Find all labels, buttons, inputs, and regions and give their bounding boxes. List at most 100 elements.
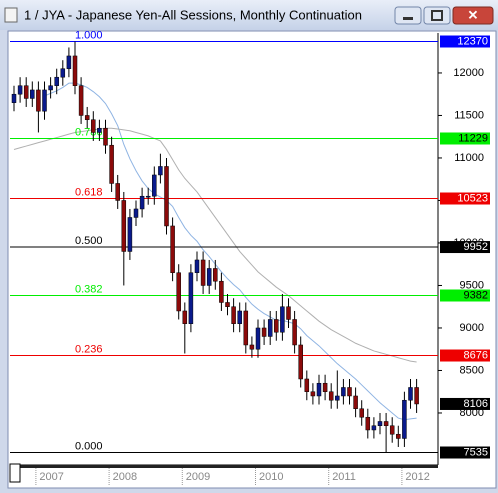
fib-price-box [440,349,490,362]
maximize-button[interactable] [423,6,451,25]
candle-body [176,272,181,312]
candle-body [396,433,401,439]
corner-box[interactable] [9,463,21,483]
fib-price-box [440,241,490,254]
fib-ratio-label: 0.000 [75,440,103,452]
candle-body [54,76,59,86]
y-tick-label: 11500 [454,109,484,121]
candle-body [280,306,285,333]
candle-body [17,85,23,95]
maximize-icon [431,10,443,21]
candle-body [341,387,346,397]
fib-price-label: 10523 [457,192,488,204]
candle-body [261,327,267,337]
x-tick-label: 2010 [259,471,283,483]
candle-body [84,115,90,120]
candle-body [243,310,249,346]
candle-body [304,378,310,392]
fib-price-box [440,192,490,205]
y-tick-label: 9000 [460,322,484,334]
candle-body [188,272,194,324]
candle-body [371,425,377,431]
fib-price-label: 12370 [457,35,488,47]
candle-body [97,127,102,133]
fib-ratio-label: 0.500 [75,235,103,247]
candle-body [237,310,242,324]
fib-price-label: 9382 [464,289,488,301]
candle-body [182,310,188,324]
candle-body [23,85,29,99]
candle-body [139,195,145,210]
candle-body [231,306,236,324]
candle-body [310,391,316,397]
candle-body [316,382,322,397]
candle-body [66,55,72,69]
candle-body [127,217,133,252]
candle-body [206,268,212,286]
candle-body [219,280,224,303]
candle-body [109,144,114,184]
candle-body [91,119,96,133]
candle-body [78,85,84,116]
fib-price-label: 7535 [464,446,488,458]
candle-body [286,306,291,320]
minimize-button[interactable] [394,6,422,25]
candle-body [145,195,151,198]
y-tick-label: 9500 [460,279,484,291]
candle-body [60,68,66,78]
candle-body [347,387,352,397]
x-tick-label: 2008 [113,471,137,483]
candle-body [255,327,261,350]
moving-average-line [44,82,417,421]
candle-body [158,166,163,176]
fib-ratio-label: 0.236 [75,343,103,355]
candle-body [103,127,108,146]
candle-body [200,259,206,286]
x-tick-label: 2007 [39,471,63,483]
candle-body [36,89,41,112]
candle-body [11,93,17,103]
candle-body [133,208,139,218]
candle-body [383,421,389,426]
candle-body [389,425,395,435]
last-price-box [440,397,490,410]
fib-price-label: 8676 [464,349,488,361]
fib-ratio-label: 1.000 [75,29,103,41]
candle-body [322,382,328,392]
x-tick-label: 2012 [405,471,429,483]
candle-body [115,183,120,201]
y-tick-label: 8500 [460,364,484,376]
candle-body [121,200,127,252]
fib-price-box [440,446,490,459]
moving-average-line [13,127,417,363]
close-button[interactable] [452,6,494,25]
candle-body [72,55,78,86]
candle-body [267,319,273,337]
close-icon: ✕ [468,7,479,22]
candle-body [359,408,364,418]
candle-body [274,319,279,333]
candle-body [48,85,53,91]
fib-ratio-label: 0.618 [75,186,103,198]
last-price-label: 8106 [464,398,488,410]
candle-body [408,387,413,401]
candle-body [353,395,358,409]
candle-body [42,89,47,112]
minimize-icon [403,17,413,20]
candle-body [249,344,255,350]
window-title: 1 / JYA - Japanese Yen-All Sessions, Mon… [24,7,362,22]
fib-price-box [440,35,490,48]
candle-body [213,268,218,282]
candle-body [328,391,334,401]
candle-body [164,166,169,227]
session-strip [10,465,438,468]
candle-body [194,259,200,273]
window-icon [4,7,18,23]
candle-body [402,399,407,439]
candle-body [170,225,175,273]
candle-body [30,89,35,99]
candle-body [152,174,157,197]
candle-body [292,319,297,346]
